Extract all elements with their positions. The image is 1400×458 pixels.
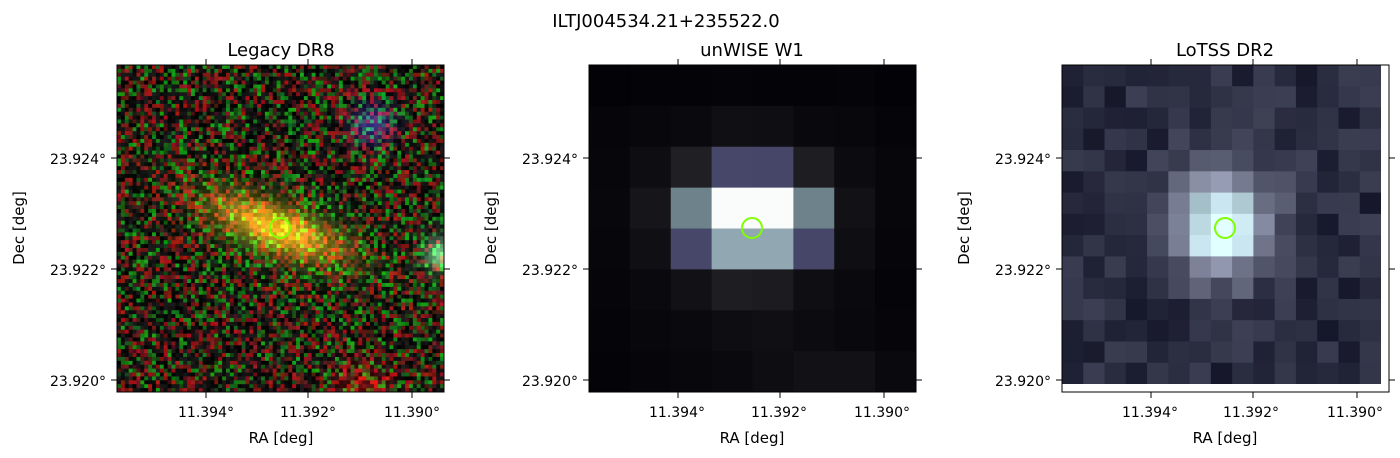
x-axis-label: RA [deg] [249, 429, 314, 447]
panel-title: LoTSS DR2 [1176, 40, 1274, 61]
source-marker [741, 217, 763, 239]
xtick-label: 11.390° [854, 405, 910, 421]
xtick-label: 11.392° [280, 405, 336, 421]
panel-legacy: Legacy DR8 23.924° 23.922° 23.920° 11.39… [10, 40, 450, 447]
ytick-label: 23.922° [50, 263, 106, 279]
panel-lotss: LoTSS DR2 23.924° 23.922° 23.920° 11.394… [955, 40, 1395, 447]
axes-frame [116, 64, 445, 393]
ytick-label: 23.924° [50, 152, 106, 168]
source-marker [1214, 217, 1236, 239]
axis-ticks [1056, 59, 1395, 398]
panel-title: Legacy DR8 [227, 40, 334, 61]
xtick-label: 11.394° [1122, 405, 1178, 421]
ytick-label: 23.924° [995, 152, 1051, 168]
figure-title: ILTJ004534.21+235522.0 [552, 11, 779, 32]
y-axis-label: Dec [deg] [482, 191, 500, 265]
legacy-image [117, 65, 445, 393]
panel-unwise: unWISE W1 23.924° 23.922° 23.920° 11.394… [482, 40, 922, 447]
xtick-label: 11.392° [1223, 405, 1279, 421]
xtick-label: 11.394° [178, 405, 234, 421]
unwise-image [589, 65, 917, 393]
axis-ticks [583, 59, 922, 398]
ytick-label: 23.920° [995, 374, 1051, 390]
axes-frame [1061, 64, 1390, 393]
xtick-label: 11.390° [1327, 405, 1383, 421]
xtick-label: 11.390° [384, 405, 440, 421]
source-marker [269, 217, 291, 239]
ytick-label: 23.920° [522, 374, 578, 390]
y-axis-label: Dec [deg] [955, 191, 973, 265]
ytick-label: 23.922° [995, 263, 1051, 279]
panel-title: unWISE W1 [700, 40, 804, 61]
ytick-label: 23.924° [522, 152, 578, 168]
xtick-label: 11.394° [649, 405, 705, 421]
lotss-image [1062, 65, 1389, 392]
ytick-label: 23.922° [522, 263, 578, 279]
xtick-label: 11.392° [751, 405, 807, 421]
y-axis-label: Dec [deg] [10, 191, 28, 265]
x-axis-label: RA [deg] [1193, 429, 1258, 447]
axes-frame [588, 64, 917, 393]
ytick-label: 23.920° [50, 374, 106, 390]
axis-ticks [111, 59, 450, 398]
x-axis-label: RA [deg] [720, 429, 785, 447]
